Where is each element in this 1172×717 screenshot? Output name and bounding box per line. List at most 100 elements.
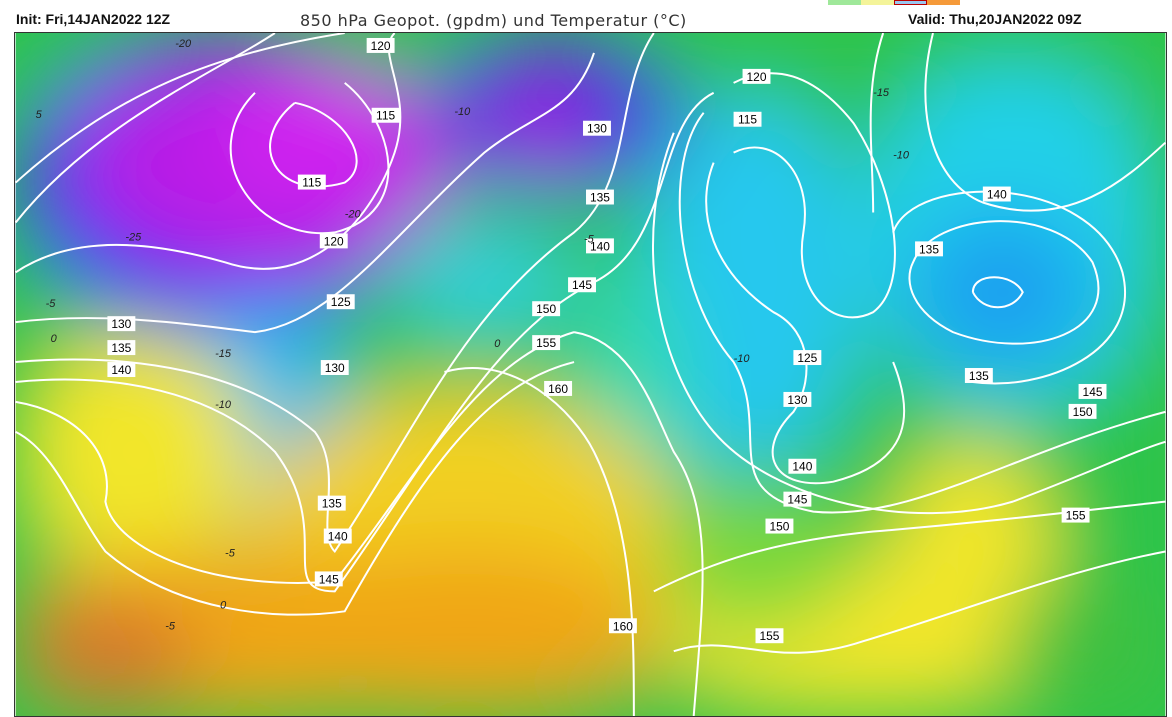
svg-text:135: 135 [590,191,610,205]
color-swatches [828,0,960,5]
svg-text:115: 115 [302,176,321,190]
contour-label: 135 [107,340,136,355]
contour-label: 145 [783,491,812,507]
isotherm-label: 0 [220,599,226,611]
svg-text:125: 125 [797,351,817,365]
svg-text:140: 140 [987,188,1007,202]
contour-label: 140 [323,528,352,544]
contour-label: 120 [319,233,348,248]
isotherm-label: -20 [175,38,191,50]
svg-text:140: 140 [792,460,812,474]
svg-text:150: 150 [1073,405,1093,419]
contour-label: 160 [544,380,573,396]
contour-label: 155 [532,335,561,350]
contour-line [444,367,635,716]
contour-line [15,361,575,616]
isotherm-label: -10 [893,150,909,162]
contour-label: 145 [314,571,343,586]
valid-time: Valid: Thu,20JAN2022 09Z [908,11,1082,27]
contour-label: 135 [915,241,943,256]
contour-line [229,82,390,235]
contour-label: 150 [765,518,794,534]
contour-label: 125 [793,350,822,365]
isotherm-label: 0 [51,333,57,345]
contour-line [924,33,1166,212]
contour-label: 115 [371,107,400,123]
svg-text:120: 120 [324,234,344,248]
geopotential-labels: 120 115 115 120 125 130 135 140 130 135 140 145 130 1… [107,37,1107,643]
contour-line [15,331,575,584]
contour-label: 135 [317,495,346,511]
svg-text:135: 135 [111,341,131,355]
isotherm-label: -25 [125,231,142,243]
init-time: Init: Fri,14JAN2022 12Z [16,11,171,27]
isotherm-label: -5 [46,298,57,310]
contour-label: 135 [964,368,993,383]
svg-text:145: 145 [787,493,807,507]
isotherm-label: 5 [36,109,43,121]
contour-line [673,550,1166,654]
svg-text:135: 135 [322,497,342,511]
svg-text:145: 145 [319,572,339,586]
contour-line [908,220,1100,345]
contour-label: 125 [326,294,355,309]
svg-text:155: 155 [759,629,779,643]
isotherm-label: -20 [345,208,361,220]
svg-text:135: 135 [969,369,989,383]
contour-line [705,162,906,485]
contour-line [869,33,885,213]
contour-label: 140 [586,238,614,253]
map-header: Init: Fri,14JAN2022 12Z 850 hPa Geopot. … [0,0,1172,32]
contour-line [733,72,896,319]
isotherm-label: -5 [584,233,595,245]
contour-label: 150 [532,301,561,316]
svg-text:120: 120 [747,70,767,84]
isotherm-label: -5 [165,620,176,632]
isotherm-label: -15 [215,348,232,360]
svg-text:130: 130 [587,122,607,136]
svg-text:160: 160 [548,382,568,396]
contour-label: 160 [608,618,637,633]
svg-text:140: 140 [328,530,348,544]
contour-line [15,33,345,184]
svg-text:115: 115 [376,109,395,123]
contour-line [15,33,276,224]
svg-text:125: 125 [331,295,351,309]
contour-label: 155 [1061,507,1090,523]
map-canvas: 120 115 115 120 125 130 135 140 130 135 140 145 130 1… [15,33,1166,716]
contour-label: 115 [733,111,762,127]
contour-label: 140 [788,458,817,474]
svg-text:145: 145 [1083,385,1103,399]
svg-text:130: 130 [111,317,131,331]
svg-text:150: 150 [769,520,789,534]
svg-text:145: 145 [572,278,592,292]
svg-text:155: 155 [1066,509,1086,523]
contour-line [15,33,402,274]
contour-label: 145 [568,277,596,292]
contour-label: 130 [583,120,611,136]
isotherm-label: -5 [225,547,236,559]
contour-label: 140 [982,186,1011,202]
contour-line [269,101,358,188]
svg-text:130: 130 [325,361,345,375]
contour-label: 130 [320,360,349,375]
contour-label: 135 [586,189,614,205]
contour-label: 140 [107,362,136,377]
temperature-labels: -20 -25 -20 -15 -10 -5 0 -5 0 -5 -10 -15 -10 -10 -5 0 5 [36,38,909,632]
contour-label: 150 [1068,403,1097,419]
svg-text:140: 140 [590,239,610,253]
contour-line [573,331,704,716]
contour-label: 130 [783,391,812,407]
isotherm-label: -10 [734,353,750,365]
contour-line [652,132,1166,515]
contour-line [892,190,1126,385]
contour-label: 155 [755,628,784,643]
contour-label: 130 [107,316,136,331]
isotherm-label: -15 [873,87,890,99]
contour-line [15,33,655,554]
isotherm-label: 0 [494,338,500,350]
contour-label: 145 [1078,383,1107,399]
svg-text:150: 150 [536,302,556,316]
weather-map[interactable]: 120 115 115 120 125 130 135 140 130 135 140 145 130 1… [14,32,1167,717]
isotherm-label: -10 [215,399,231,411]
